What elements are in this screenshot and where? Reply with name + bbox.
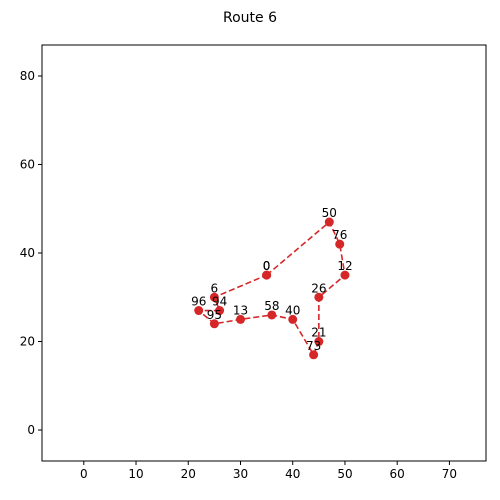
route-point-label: 0	[263, 259, 271, 273]
route-point-label: 21	[311, 326, 326, 340]
route-point	[215, 306, 225, 316]
route-point	[209, 292, 219, 302]
route-point	[235, 314, 245, 324]
route-points	[194, 217, 350, 360]
route-point	[209, 319, 219, 329]
route-point	[335, 239, 345, 249]
route-point-label: 6	[211, 281, 219, 295]
route-point-label: 50	[322, 206, 337, 220]
x-axis: 0 10 20 30 40 50 60 70	[80, 461, 457, 481]
y-tick-label: 80	[20, 69, 35, 83]
route-point-label: 13	[233, 303, 248, 317]
route-point	[314, 292, 324, 302]
route-point-label: 73	[306, 339, 321, 353]
chart-title: Route 6	[223, 10, 277, 26]
y-axis: 0 20 40 60 80	[20, 69, 42, 437]
route-point-label: 12	[337, 259, 352, 273]
route-point-label: 58	[264, 299, 279, 313]
route-point	[340, 270, 350, 280]
route-point	[262, 270, 272, 280]
x-tick-label: 70	[442, 467, 457, 481]
x-tick-label: 30	[233, 467, 248, 481]
route-point	[267, 310, 277, 320]
x-tick-label: 0	[80, 467, 88, 481]
plot-frame	[41, 44, 487, 462]
x-tick-label: 10	[128, 467, 143, 481]
x-tick-label: 20	[181, 467, 196, 481]
y-tick-label: 60	[20, 157, 35, 171]
x-tick-label: 40	[285, 467, 300, 481]
route-point	[324, 217, 334, 227]
route-point-label: 95	[207, 308, 222, 322]
x-tick-label: 50	[337, 467, 352, 481]
route-point-label: 76	[332, 228, 347, 242]
route-point-label: 96	[191, 295, 206, 309]
y-tick-label: 0	[27, 423, 35, 437]
x-tick-label: 60	[390, 467, 405, 481]
route-point-label: 94	[212, 295, 227, 309]
route-point	[288, 314, 298, 324]
y-tick-label: 20	[20, 335, 35, 349]
route-point-label: 0	[263, 259, 271, 273]
route-point-label: 26	[311, 281, 326, 295]
route-point-label: 40	[285, 303, 300, 317]
route-point	[314, 337, 324, 347]
route-point	[194, 306, 204, 316]
route-point	[309, 350, 319, 360]
y-tick-label: 40	[20, 246, 35, 260]
